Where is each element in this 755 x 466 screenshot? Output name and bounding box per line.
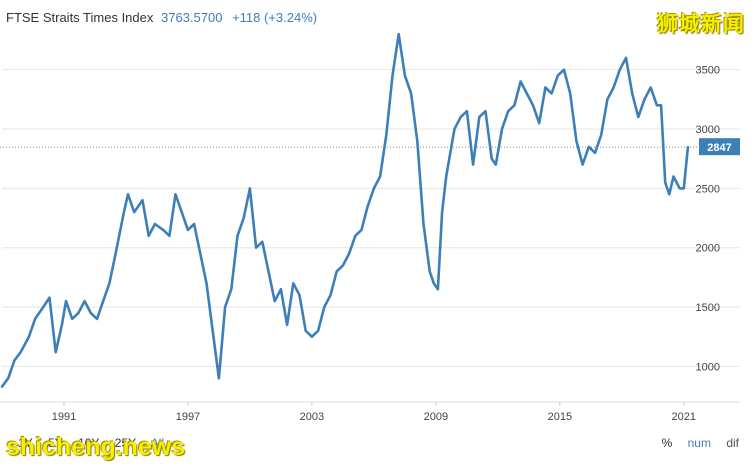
chart-header: FTSE Straits Times Index 3763.5700 +118 … xyxy=(6,10,317,25)
x-tick-label: 1997 xyxy=(176,411,200,423)
mode-dif-button[interactable]: dif xyxy=(726,436,739,450)
y-tick-label: 1000 xyxy=(696,361,720,373)
mode-num-button[interactable]: num xyxy=(687,436,711,450)
y-tick-label: 2500 xyxy=(696,183,720,195)
index-name: FTSE Straits Times Index xyxy=(6,10,154,25)
series-layer xyxy=(0,32,690,388)
mode-selector: % num dif xyxy=(650,436,739,450)
y-axis-ticks: 1000 1500 2000 2500 3000 3500 xyxy=(696,65,720,374)
range-selector: 1Y 5Y 10Y 25Y All xyxy=(18,436,176,450)
x-tick-label: 2021 xyxy=(672,411,696,423)
last-value-badge-bg xyxy=(699,138,740,156)
y-tick-label: 3000 xyxy=(696,124,720,136)
range-5y-button[interactable]: 5Y xyxy=(48,436,63,450)
x-tick-label: 2009 xyxy=(424,411,448,423)
mode-percent-button[interactable]: % xyxy=(661,436,673,450)
range-10y-button[interactable]: 10Y xyxy=(78,436,100,450)
last-value-badge: 2847 xyxy=(699,138,740,156)
watermark-logo-top: 狮城新闻 xyxy=(657,13,745,36)
x-axis-ticks: 1991 1997 2003 2009 2015 2021 xyxy=(0,401,740,423)
y-tick-label: 1500 xyxy=(696,302,720,314)
y-tick-label: 3500 xyxy=(696,65,720,77)
range-25y-button[interactable]: 25Y xyxy=(114,436,137,450)
x-tick-label: 1991 xyxy=(52,411,76,423)
range-1y-button[interactable]: 1Y xyxy=(18,436,33,450)
x-tick-label: 2015 xyxy=(548,411,572,423)
gridlines xyxy=(2,69,740,367)
last-value-label: 2847 xyxy=(707,142,731,154)
index-change: +118 (+3.24%) xyxy=(232,10,318,25)
y-tick-label: 2000 xyxy=(696,243,720,255)
x-tick-label: 2003 xyxy=(300,411,324,423)
index-value: 3763.5700 xyxy=(161,10,223,25)
series-line-0 xyxy=(0,32,690,388)
range-all-button[interactable]: All xyxy=(150,436,165,450)
